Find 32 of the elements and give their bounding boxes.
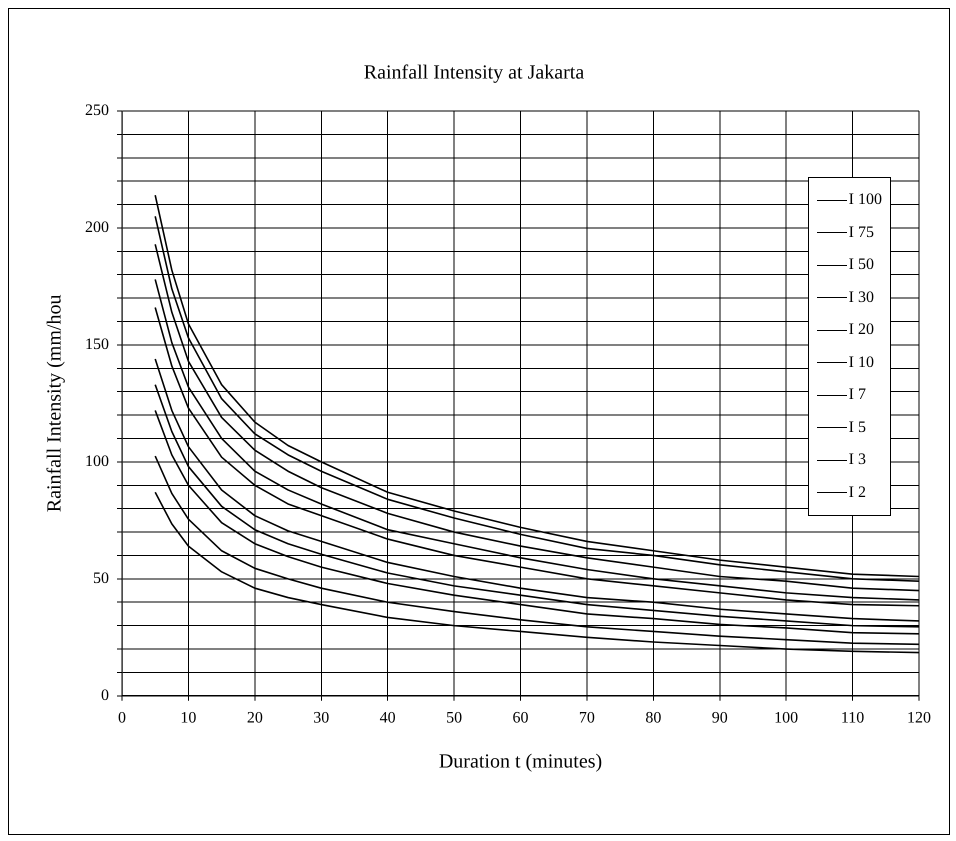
- y-tick-label: 0: [101, 687, 109, 704]
- y-tick-label: 150: [85, 336, 109, 354]
- x-tick-label: 40: [380, 710, 396, 727]
- legend-label: I 50: [848, 256, 874, 274]
- chart-title: Rainfall Intensity at Jakarta: [364, 61, 584, 84]
- legend-label: I 30: [848, 288, 874, 307]
- x-tick-label: 60: [512, 710, 528, 727]
- legend-label: I 5: [848, 418, 866, 437]
- legend-label: I 2: [848, 484, 866, 502]
- x-axis-title: Duration t (minutes): [438, 750, 602, 772]
- x-tick-label: 20: [246, 710, 263, 727]
- x-tick-label: 70: [578, 710, 595, 727]
- x-tick-label: 30: [313, 710, 330, 727]
- x-tick-label: 90: [712, 710, 728, 727]
- x-tick-label: 50: [446, 710, 462, 727]
- legend-label: I 7: [848, 386, 866, 404]
- x-tick-label: 110: [840, 710, 864, 727]
- x-tick-label: 10: [180, 710, 196, 727]
- y-tick-label: 50: [93, 570, 109, 588]
- legend-label: I 20: [848, 321, 874, 340]
- x-tick-label: 120: [907, 710, 931, 727]
- y-tick-label: 250: [85, 102, 109, 120]
- legend-label: I 75: [848, 224, 874, 242]
- x-tick-label: 80: [645, 710, 662, 727]
- y-axis-title: Rainfall Intensity (mm/hou: [43, 294, 66, 512]
- legend-label: I 3: [848, 451, 866, 470]
- y-tick-label: 100: [85, 453, 109, 470]
- legend-label: I 100: [848, 191, 882, 210]
- y-tick-label: 200: [85, 219, 109, 236]
- x-tick-label: 0: [118, 710, 126, 727]
- x-tick-label: 100: [774, 710, 798, 727]
- legend-label: I 10: [848, 354, 874, 372]
